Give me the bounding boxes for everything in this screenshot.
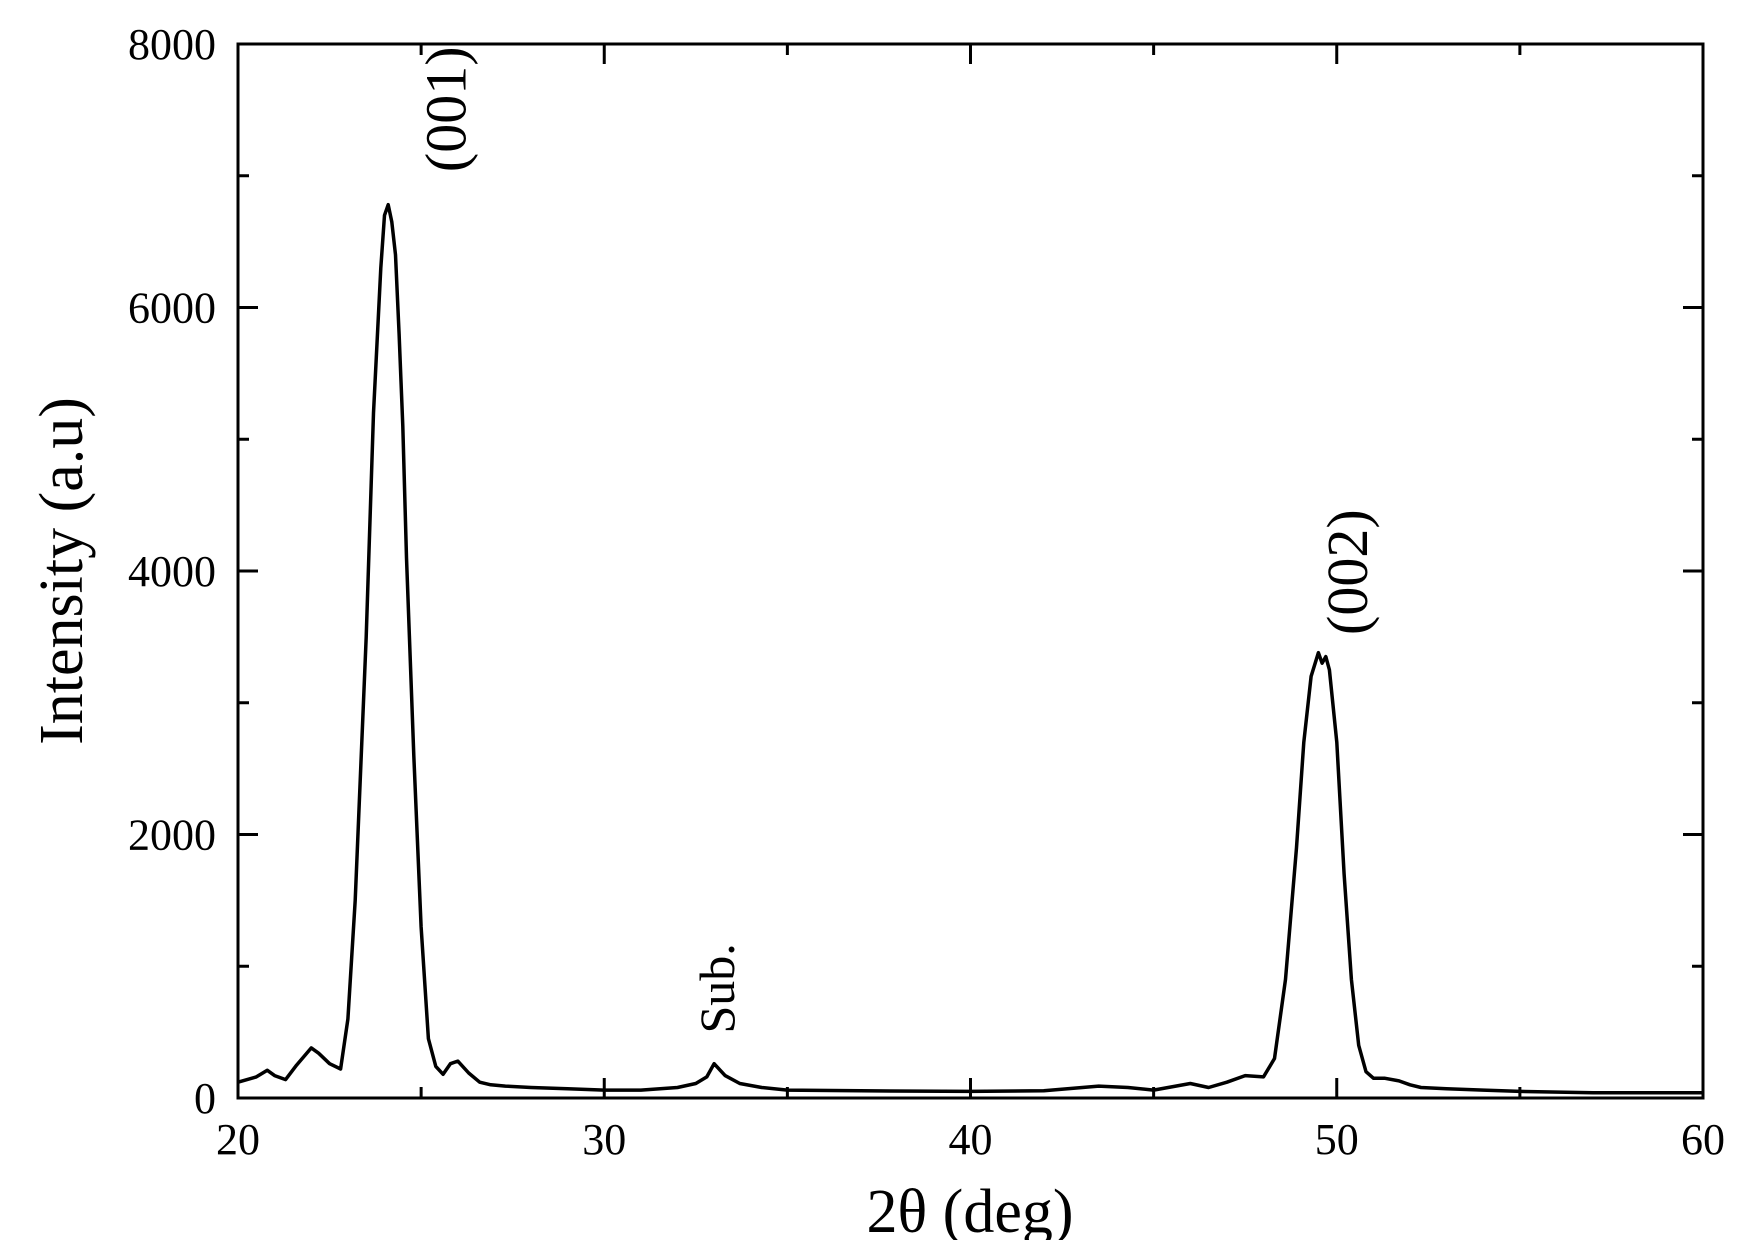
peak-label: Sub.: [689, 943, 745, 1033]
x-tick-label: 40: [949, 1115, 993, 1164]
y-axis-title: Intensity (a.u): [28, 397, 96, 745]
x-tick-label: 20: [216, 1115, 260, 1164]
x-tick-label: 60: [1681, 1115, 1725, 1164]
y-tick-label: 4000: [128, 547, 216, 596]
x-tick-label: 50: [1315, 1115, 1359, 1164]
x-axis-title: 2θ (deg): [866, 1178, 1073, 1240]
y-tick-label: 2000: [128, 811, 216, 860]
peak-label: (001): [414, 46, 479, 172]
y-tick-label: 6000: [128, 284, 216, 333]
y-tick-label: 0: [194, 1074, 216, 1123]
series-line: [237, 202, 1703, 1095]
peak-label: (002): [1315, 509, 1380, 635]
y-tick-label: 8000: [128, 20, 216, 69]
tick-labels: 20 30 40 50 60 0 2000 4000 6000 8000: [128, 20, 1725, 1164]
peak-annotations: (001) Sub. (002): [414, 46, 1381, 1033]
x-tick-label: 30: [582, 1115, 626, 1164]
plot-frame: [236, 42, 1705, 1100]
